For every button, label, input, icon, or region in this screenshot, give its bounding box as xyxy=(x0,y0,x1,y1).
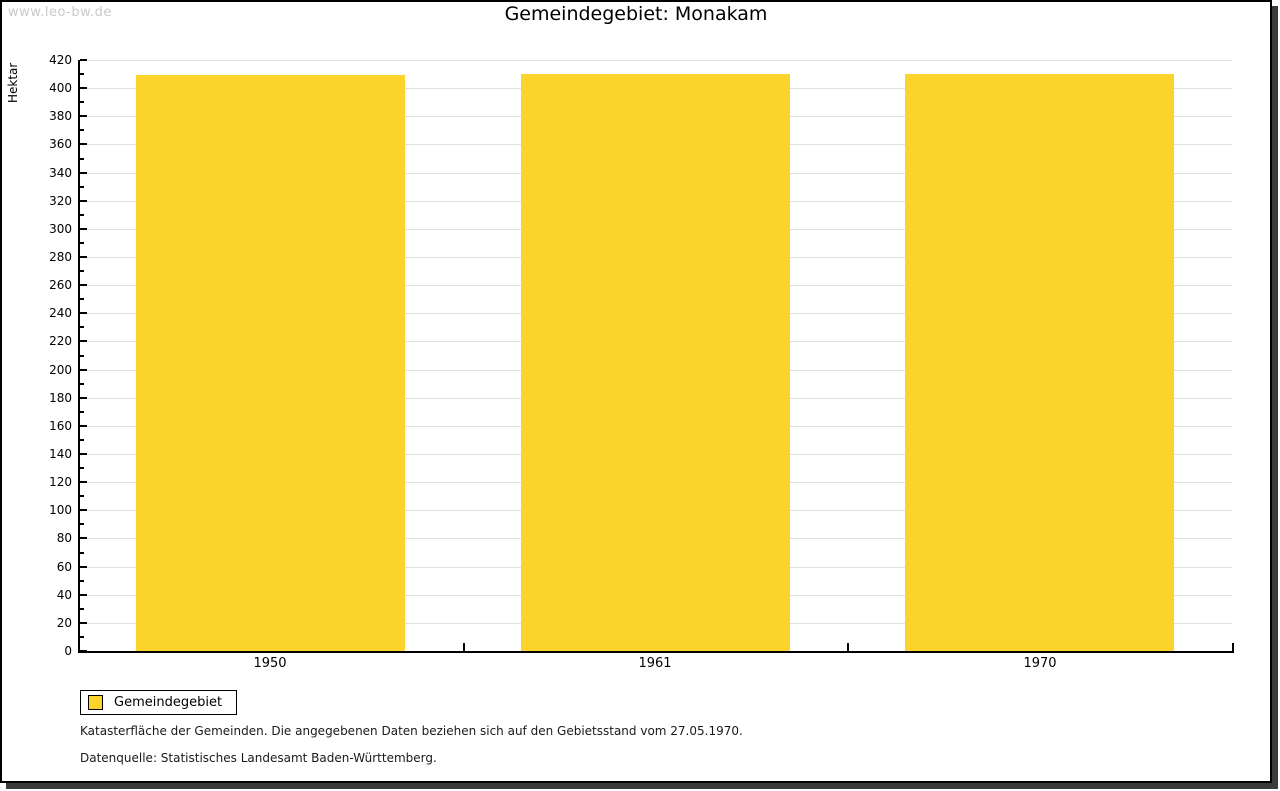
y-axis-major-tick xyxy=(80,115,87,117)
y-axis-major-tick xyxy=(80,340,87,342)
legend-label: Gemeindegebiet xyxy=(114,695,223,710)
y-axis-minor-tick xyxy=(80,101,84,103)
y-axis-minor-tick xyxy=(80,495,84,497)
y-tick-label: 140 xyxy=(49,447,72,461)
y-axis-major-tick xyxy=(80,312,87,314)
y-tick-label: 60 xyxy=(56,560,72,574)
watermark-text: www.leo-bw.de xyxy=(8,5,112,20)
bar-1961 xyxy=(521,74,790,651)
y-axis-major-tick xyxy=(80,566,87,568)
y-axis-major-tick xyxy=(80,509,87,511)
y-axis-major-tick xyxy=(80,594,87,596)
y-tick-label: 100 xyxy=(49,503,72,517)
y-axis-minor-tick xyxy=(80,552,84,554)
y-axis-minor-tick xyxy=(80,355,84,357)
y-axis-minor-tick xyxy=(80,636,84,638)
y-axis-major-tick xyxy=(80,397,87,399)
x-tick-label: 1961 xyxy=(638,656,672,671)
y-axis-minor-tick xyxy=(80,580,84,582)
x-axis-boundary-tick xyxy=(463,643,465,651)
y-axis-minor-tick xyxy=(80,467,84,469)
x-tick-label: 1950 xyxy=(253,656,287,671)
y-axis-minor-tick xyxy=(80,383,84,385)
y-axis-major-tick xyxy=(80,143,87,145)
y-tick-label: 80 xyxy=(56,531,72,545)
y-tick-label: 260 xyxy=(49,278,72,292)
bar-1950 xyxy=(136,75,405,651)
y-axis-major-tick xyxy=(80,453,87,455)
y-axis-line xyxy=(78,60,80,653)
gridline xyxy=(78,60,1232,61)
y-axis-major-tick xyxy=(80,172,87,174)
y-axis-minor-tick xyxy=(80,326,84,328)
y-axis-major-tick xyxy=(80,369,87,371)
y-tick-label: 320 xyxy=(49,194,72,208)
footnote-gebietsstand: Katasterfläche der Gemeinden. Die angege… xyxy=(80,724,743,738)
x-axis-boundary-tick xyxy=(847,643,849,651)
x-axis-line xyxy=(78,651,1234,653)
y-tick-label: 20 xyxy=(56,616,72,630)
y-axis-major-tick xyxy=(80,622,87,624)
y-tick-label: 0 xyxy=(64,644,72,658)
y-tick-label: 300 xyxy=(49,222,72,236)
y-axis-minor-tick xyxy=(80,411,84,413)
y-axis-major-tick xyxy=(80,284,87,286)
y-tick-label: 400 xyxy=(49,81,72,95)
y-axis-major-tick xyxy=(80,537,87,539)
y-tick-label: 360 xyxy=(49,137,72,151)
x-axis-end-tick xyxy=(1232,643,1234,651)
legend-box: Gemeindegebiet xyxy=(80,690,238,715)
y-axis-major-tick xyxy=(80,481,87,483)
y-tick-label: 420 xyxy=(49,53,72,67)
y-tick-label: 120 xyxy=(49,475,72,489)
y-axis-major-tick xyxy=(80,228,87,230)
y-axis-minor-tick xyxy=(80,439,84,441)
y-axis-major-tick xyxy=(80,425,87,427)
chart-title: Gemeindegebiet: Monakam xyxy=(504,3,768,25)
y-axis-minor-tick xyxy=(80,523,84,525)
y-axis-minor-tick xyxy=(80,158,84,160)
x-tick-label: 1970 xyxy=(1023,656,1057,671)
y-axis-minor-tick xyxy=(80,214,84,216)
y-axis-major-tick xyxy=(80,59,87,61)
legend-swatch-icon xyxy=(88,695,103,710)
y-axis-minor-tick xyxy=(80,242,84,244)
y-tick-label: 160 xyxy=(49,419,72,433)
y-axis-major-tick xyxy=(80,200,87,202)
y-axis-major-tick xyxy=(80,87,87,89)
y-axis-minor-tick xyxy=(80,73,84,75)
y-tick-label: 40 xyxy=(56,588,72,602)
bar-1970 xyxy=(905,74,1174,651)
y-axis-minor-tick xyxy=(80,298,84,300)
y-axis-minor-tick xyxy=(80,129,84,131)
footnote-datenquelle: Datenquelle: Statistisches Landesamt Bad… xyxy=(80,751,437,765)
y-axis-minor-tick xyxy=(80,608,84,610)
y-tick-label: 200 xyxy=(49,363,72,377)
y-tick-label: 180 xyxy=(49,391,72,405)
y-tick-label: 240 xyxy=(49,306,72,320)
y-axis-major-tick xyxy=(80,256,87,258)
y-axis-minor-tick xyxy=(80,270,84,272)
y-tick-label: 340 xyxy=(49,166,72,180)
y-tick-label: 220 xyxy=(49,334,72,348)
y-tick-label: 380 xyxy=(49,109,72,123)
y-axis-minor-tick xyxy=(80,186,84,188)
y-tick-label: 280 xyxy=(49,250,72,264)
